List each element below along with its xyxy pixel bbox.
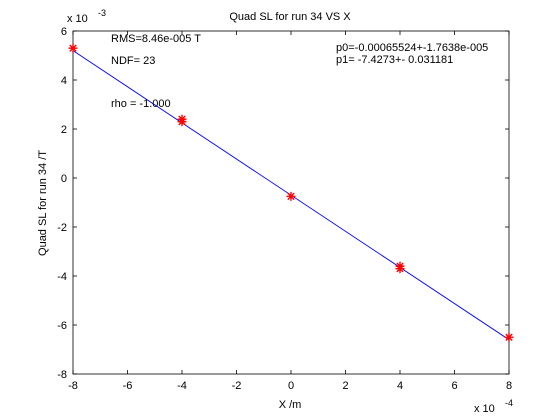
axis-ticks [72, 30, 510, 375]
x-axis-multiplier: x 10 -4 [474, 398, 513, 415]
x-tick-label: 0 [288, 380, 294, 392]
data-point [395, 264, 405, 274]
x-axis-label: X /m [279, 399, 302, 411]
y-tick-label: -2 [57, 222, 67, 234]
y-tick-label: -8 [57, 369, 67, 381]
ndf-annotation: NDF= 23 [111, 55, 155, 67]
y-tick-label: 6 [61, 26, 67, 38]
y-tick-label: 2 [61, 124, 67, 136]
data-point [177, 117, 187, 127]
y-tick-label: 4 [61, 75, 67, 87]
y-multiplier-exponent: -3 [98, 8, 106, 18]
data-point [504, 332, 514, 342]
y-tick-label: 0 [61, 173, 67, 185]
x-tick-label: 6 [451, 380, 457, 392]
y-tick-label: -4 [57, 271, 67, 283]
data-points [68, 43, 514, 342]
p1-annotation: p1= -7.4273+- 0.031181 [336, 54, 453, 66]
y-tick-label: -6 [57, 320, 67, 332]
data-point [286, 191, 296, 201]
x-tick-label: -6 [123, 380, 133, 392]
data-point [68, 43, 78, 53]
x-tick-labels: -8 -6 -4 -2 0 2 4 6 8 [68, 380, 512, 392]
x-tick-label: 4 [397, 380, 403, 392]
plot-area [72, 30, 510, 375]
rms-annotation: RMS=8.46e-005 T [111, 33, 201, 45]
chart-title: Quad SL for run 34 VS X [229, 11, 351, 23]
y-tick-labels: -8 -6 -4 -2 0 2 4 6 [57, 26, 67, 381]
rho-annotation: rho = -1.000 [111, 98, 171, 110]
y-axis-multiplier: x 10 -3 [67, 8, 106, 25]
x-tick-label: -8 [68, 380, 78, 392]
x-tick-label: -2 [232, 380, 242, 392]
p0-annotation: p0=-0.00065524+-1.7638e-005 [336, 42, 488, 54]
x-tick-label: -4 [177, 380, 187, 392]
y-multiplier-base: x 10 [67, 13, 88, 25]
x-multiplier-base: x 10 [474, 403, 495, 415]
x-tick-label: 2 [342, 380, 348, 392]
x-multiplier-exponent: -4 [505, 398, 513, 408]
y-axis-label: Quad SL for run 34 /T [37, 150, 49, 256]
x-tick-label: 8 [506, 380, 512, 392]
